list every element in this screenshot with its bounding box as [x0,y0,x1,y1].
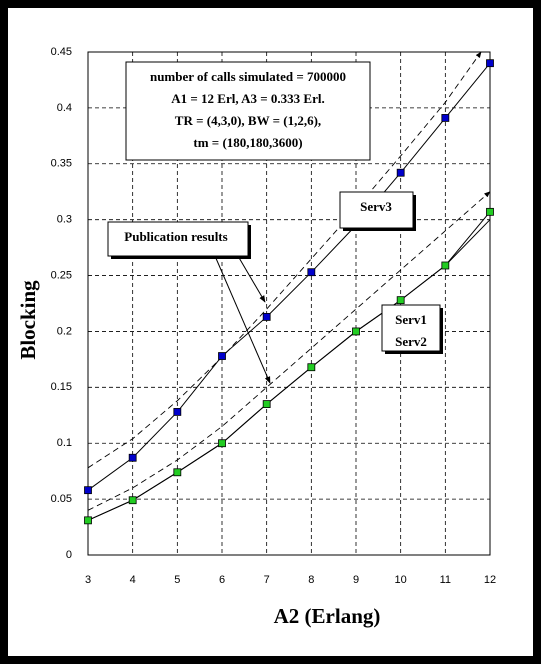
marker [441,114,450,122]
y-tick-label: 0.35 [51,158,72,170]
x-tick-label: 6 [219,574,225,586]
x-tick-label: 7 [264,574,270,586]
annotation-box: number of calls simulated = 700000 A1 = 1… [125,61,371,161]
marker [218,439,226,448]
y-tick-label: 0.05 [51,493,72,505]
x-tick-label: 5 [174,574,180,586]
annotation-text: Serv2 [395,334,427,349]
arrow [237,255,266,303]
box [381,304,441,352]
marker [173,408,182,416]
annotation-text: TR = (4,3,0), BW = (1,2,6), [175,113,321,128]
publication-line [87,51,482,469]
y-tick-label: 0.45 [51,46,72,58]
marker [84,516,92,525]
y-tick-label: 0.25 [51,269,72,281]
annotation-text: tm = (180,180,3600) [193,135,302,150]
marker [262,313,271,321]
marker [441,261,450,270]
annotation-text: number of calls simulated = 700000 [150,69,346,84]
y-tick-label: 0.15 [51,381,72,393]
x-tick-label: 11 [440,574,451,586]
annotation-box: Serv3 [339,191,416,231]
annotation-text: Serv3 [360,199,392,214]
annotation-text: A1 = 12 Erl, A3 = 0.333 Erl. [171,91,324,106]
y-axis-label: Blocking [16,280,40,360]
box [125,61,371,161]
publication-line [87,191,491,511]
annotation-box: Serv1 Serv2 [381,304,443,354]
arrow [214,255,271,384]
marker [307,268,316,277]
marker [486,59,494,68]
marker [84,486,92,495]
series-line [87,62,491,491]
y-tick-label: 0.1 [57,437,72,449]
series-line [87,211,491,521]
x-tick-label: 8 [308,574,314,586]
plot-frame [87,51,491,556]
annotation-text: Publication results [124,229,227,244]
marker [173,468,182,477]
marker [218,352,226,360]
marker [128,496,137,505]
marker [352,327,360,336]
x-tick-label: 12 [484,574,496,586]
marker [486,207,494,216]
box [339,191,414,229]
annotation-text: Serv1 [395,312,427,327]
y-tick-label: 0.3 [57,214,72,226]
marker [262,400,271,409]
y-tick-label: 0 [66,549,72,561]
marker [396,168,405,177]
marker [396,296,405,305]
annotation-box: Publication results [107,221,251,259]
marker [307,363,316,372]
y-tick-label: 0.2 [57,325,72,337]
x-tick-label: 9 [353,574,359,586]
x-tick-label: 3 [85,574,91,586]
y-tick-label: 0.4 [57,102,72,114]
box [107,221,249,257]
marker [128,453,137,462]
x-axis-label: A2 (Erlang) [274,604,381,628]
x-tick-label: 4 [130,574,136,586]
x-tick-label: 10 [395,574,407,586]
